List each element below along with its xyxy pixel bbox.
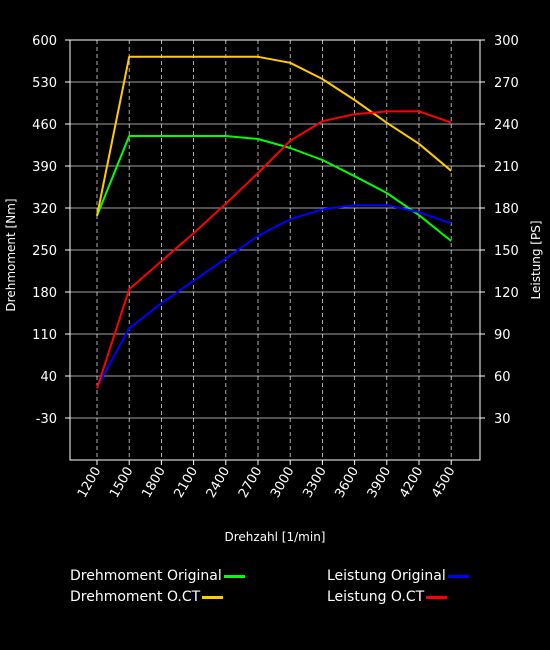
y-left-tick-label: 600 xyxy=(32,34,57,49)
y-left-tick-label: 320 xyxy=(32,202,57,217)
x-tick-label: 1500 xyxy=(107,465,137,501)
x-tick-label: 2400 xyxy=(204,465,234,501)
x-tick-label: 1200 xyxy=(75,465,105,501)
series-line xyxy=(96,135,452,242)
y-left-tick-label: -30 xyxy=(36,412,57,427)
series-line xyxy=(96,110,452,389)
x-tick-label: 2700 xyxy=(236,465,266,501)
y-left-tick-label: 40 xyxy=(40,370,57,385)
plot-frame xyxy=(69,39,481,461)
y-left-tick-label: 530 xyxy=(32,76,57,91)
y-right-tick-label: 180 xyxy=(494,202,519,217)
x-tick-label: 3000 xyxy=(268,465,298,501)
series-line xyxy=(96,55,452,216)
x-tick-label: 3600 xyxy=(333,465,363,501)
y-left-axis-title: Drehmoment [Nm] xyxy=(4,198,18,311)
y-right-tick-label: 270 xyxy=(494,76,519,91)
y-right-tick-label: 60 xyxy=(494,370,511,385)
y-right-tick-label: 120 xyxy=(494,286,519,301)
y-right-tick-label: 210 xyxy=(494,160,519,175)
y-left-tick-label: 180 xyxy=(32,286,57,301)
y-right-tick-label: 90 xyxy=(494,328,511,343)
x-tick-label: 4500 xyxy=(429,465,459,501)
y-right-tick-label: 300 xyxy=(494,34,519,49)
y-right-tick-label: 30 xyxy=(494,412,511,427)
tick-labels: 600 530 460 390 320 250 180 110 40 -30 300 270 240 21… xyxy=(32,34,519,501)
y-left-tick-label: 460 xyxy=(32,118,57,133)
y-left-tick-label: 110 xyxy=(32,328,57,343)
y-left-tick-label: 250 xyxy=(32,244,57,259)
y-right-tick-label: 150 xyxy=(494,244,519,259)
series-lines xyxy=(96,55,452,389)
grid-lines xyxy=(65,39,485,465)
x-tick-label: 2100 xyxy=(172,465,202,501)
series-line xyxy=(96,204,452,388)
x-tick-label: 4200 xyxy=(397,465,427,501)
y-right-axis-title: Leistung [PS] xyxy=(529,220,543,299)
x-axis-title: Drehzahl [1/min] xyxy=(225,530,326,544)
y-left-tick-label: 390 xyxy=(32,160,57,175)
x-tick-label: 3900 xyxy=(365,465,395,501)
x-tick-label: 3300 xyxy=(300,465,330,501)
x-tick-label: 1800 xyxy=(139,465,169,501)
y-right-tick-label: 240 xyxy=(494,118,519,133)
